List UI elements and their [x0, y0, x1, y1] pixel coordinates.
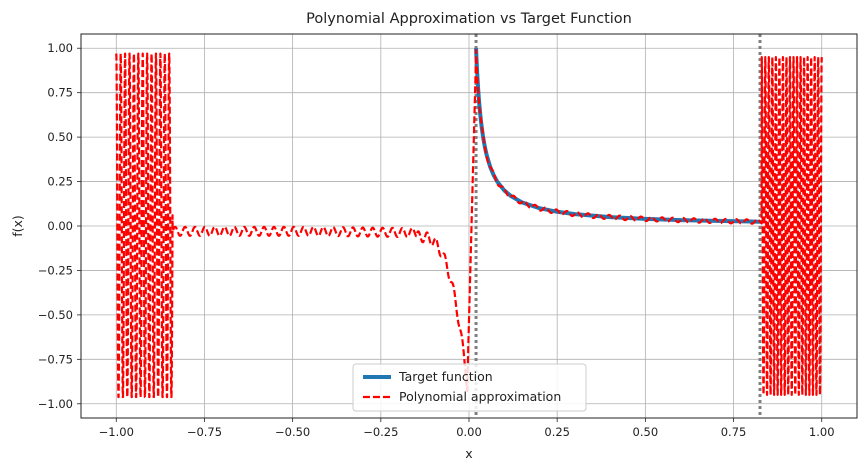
y-tick-label: −0.25 [38, 263, 73, 277]
y-tick-label: −0.50 [38, 308, 73, 322]
x-tick-label: 0.00 [456, 425, 482, 439]
x-tick-label: 1.00 [809, 425, 835, 439]
y-tick-label: 0.75 [47, 86, 73, 100]
x-tick-label: 0.75 [721, 425, 747, 439]
legend-box [352, 363, 587, 412]
reference-lines [474, 34, 762, 418]
y-tick-label: −1.00 [38, 397, 73, 411]
plot-area [115, 48, 823, 399]
series-polynomial-approximation [115, 48, 823, 399]
x-tick-label: 0.25 [544, 425, 570, 439]
axis-ticks: −1.00 −0.75 −0.50 −0.25 0.00 0.25 0.50 0.75 1.00… [38, 41, 835, 439]
legend: Target function Polynomial approximation [352, 363, 587, 412]
y-tick-label: 1.00 [47, 41, 73, 55]
y-axis-title: f(x) [10, 215, 25, 237]
chart-title: Polynomial Approximation vs Target Funct… [306, 11, 632, 27]
x-axis-title: x [465, 446, 472, 461]
x-tick-label: −1.00 [99, 425, 134, 439]
y-tick-label: −0.75 [38, 352, 73, 366]
x-tick-label: −0.25 [363, 425, 398, 439]
x-tick-label: −0.50 [275, 425, 310, 439]
x-tick-label: 0.50 [633, 425, 659, 439]
y-tick-label: 0.00 [47, 219, 73, 233]
legend-label-target: Target function [398, 369, 493, 384]
y-tick-label: 0.25 [47, 175, 73, 189]
y-tick-label: 0.50 [47, 130, 73, 144]
legend-label-approximation: Polynomial approximation [399, 389, 561, 404]
x-tick-label: −0.75 [187, 425, 222, 439]
